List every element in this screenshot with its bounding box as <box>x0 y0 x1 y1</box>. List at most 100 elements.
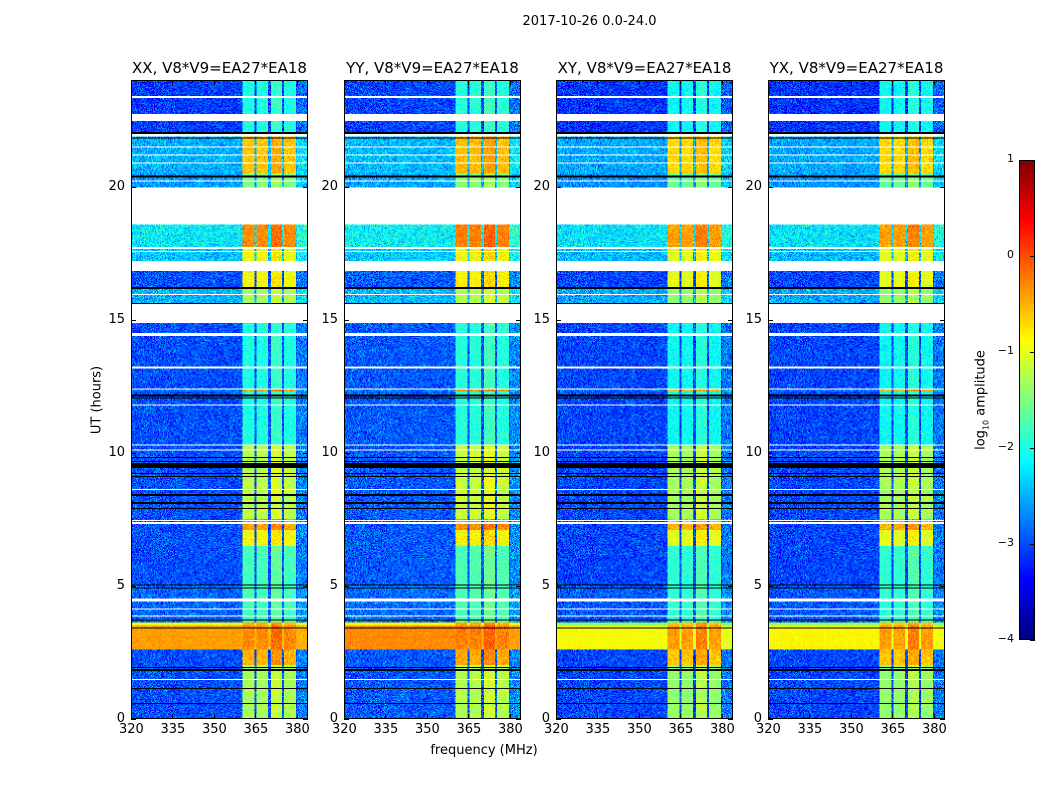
y-tick-label: 20 <box>321 178 338 194</box>
y-tick-label: 20 <box>533 178 550 194</box>
y-tick <box>131 319 136 321</box>
y-tick <box>131 452 136 454</box>
x-tick <box>385 80 387 85</box>
x-tick-label: 380 <box>921 722 947 737</box>
x-tick <box>680 80 682 85</box>
x-tick <box>213 80 215 85</box>
y-tick <box>344 452 349 454</box>
x-tick <box>131 80 132 85</box>
y-tick <box>556 319 561 321</box>
x-tick <box>131 714 132 719</box>
x-tick-label: 380 <box>497 722 523 737</box>
y-tick <box>516 186 521 188</box>
y-tick <box>728 319 733 321</box>
y-tick-label: 15 <box>745 311 762 327</box>
colorbar-tick-label: −4 <box>997 632 1014 645</box>
y-tick-label: 5 <box>329 577 338 593</box>
x-tick-label: 350 <box>626 722 652 737</box>
y-tick <box>556 186 561 188</box>
panel-title-3: YX, V8*V9=EA27*EA18 <box>769 59 944 77</box>
y-tick <box>303 719 308 720</box>
x-tick <box>721 80 723 85</box>
y-tick <box>940 585 945 587</box>
x-tick <box>344 714 345 719</box>
x-tick <box>172 714 174 719</box>
x-tick <box>213 714 215 719</box>
x-tick <box>933 714 935 719</box>
heatmap-panel-0 <box>131 80 308 719</box>
heatmap-canvas-0 <box>132 81 307 718</box>
x-tick <box>468 714 470 719</box>
colorbar-label-sub: 10 <box>981 419 991 431</box>
x-tick <box>597 80 599 85</box>
colorbar-tick <box>1030 448 1035 449</box>
heatmap-panel-3 <box>768 80 945 719</box>
colorbar-tick <box>1030 256 1035 257</box>
colorbar-tick-label: −1 <box>997 344 1014 357</box>
x-tick-label: 350 <box>414 722 440 737</box>
colorbar-label: log10 amplitude <box>974 350 991 450</box>
y-tick <box>344 585 349 587</box>
y-axis-label: UT (hours) <box>89 365 105 435</box>
x-tick <box>344 80 345 85</box>
y-tick <box>940 319 945 321</box>
heatmap-canvas-3 <box>769 81 944 718</box>
y-tick <box>556 719 561 720</box>
y-tick-label: 5 <box>116 577 125 593</box>
panel-title-2: XY, V8*V9=EA27*EA18 <box>557 59 732 77</box>
y-tick <box>728 585 733 587</box>
x-tick <box>680 714 682 719</box>
x-tick <box>509 80 511 85</box>
panel-title-1: YY, V8*V9=EA27*EA18 <box>346 59 519 77</box>
colorbar <box>1019 160 1035 640</box>
x-tick-label: 380 <box>709 722 735 737</box>
x-tick-label: 320 <box>332 722 357 737</box>
x-tick <box>296 80 298 85</box>
y-tick-label: 0 <box>753 711 762 726</box>
x-tick <box>426 80 428 85</box>
y-tick <box>556 585 561 587</box>
x-tick <box>638 80 640 85</box>
x-tick-label: 320 <box>544 722 569 737</box>
x-tick <box>768 714 769 719</box>
x-tick-label: 350 <box>838 722 864 737</box>
y-tick-label: 20 <box>745 178 762 194</box>
y-tick <box>303 585 308 587</box>
colorbar-tick <box>1030 352 1035 353</box>
x-tick <box>850 80 852 85</box>
x-tick <box>426 714 428 719</box>
x-tick <box>638 714 640 719</box>
x-tick-label: 335 <box>797 722 823 737</box>
y-tick <box>556 452 561 454</box>
y-tick-label: 10 <box>321 444 338 460</box>
heatmap-panel-1 <box>344 80 521 719</box>
y-tick-label: 0 <box>116 711 125 726</box>
x-tick-label: 320 <box>119 722 144 737</box>
colorbar-label-tail: amplitude <box>973 350 989 420</box>
x-tick <box>597 714 599 719</box>
colorbar-tick <box>1030 640 1035 641</box>
x-tick-label: 365 <box>880 722 906 737</box>
x-tick-label: 335 <box>160 722 186 737</box>
y-tick <box>768 319 773 321</box>
heatmap-canvas-1 <box>345 81 520 718</box>
y-tick-label: 5 <box>541 577 550 593</box>
colorbar-label-main: log <box>973 430 989 450</box>
colorbar-tick-label: −3 <box>997 536 1014 549</box>
y-tick <box>768 186 773 188</box>
x-tick <box>933 80 935 85</box>
y-tick-label: 0 <box>329 711 338 726</box>
y-tick <box>728 719 733 720</box>
colorbar-tick-label: 0 <box>1007 248 1014 261</box>
y-tick <box>131 719 136 720</box>
y-tick <box>728 186 733 188</box>
x-tick <box>556 80 557 85</box>
figure-title: 2017-10-26 0.0-24.0 <box>522 14 657 29</box>
x-tick <box>892 714 894 719</box>
y-tick <box>131 186 136 188</box>
colorbar-tick <box>1030 544 1035 545</box>
y-tick <box>303 452 308 454</box>
y-tick <box>728 452 733 454</box>
y-tick-label: 10 <box>745 444 762 460</box>
x-tick <box>721 714 723 719</box>
